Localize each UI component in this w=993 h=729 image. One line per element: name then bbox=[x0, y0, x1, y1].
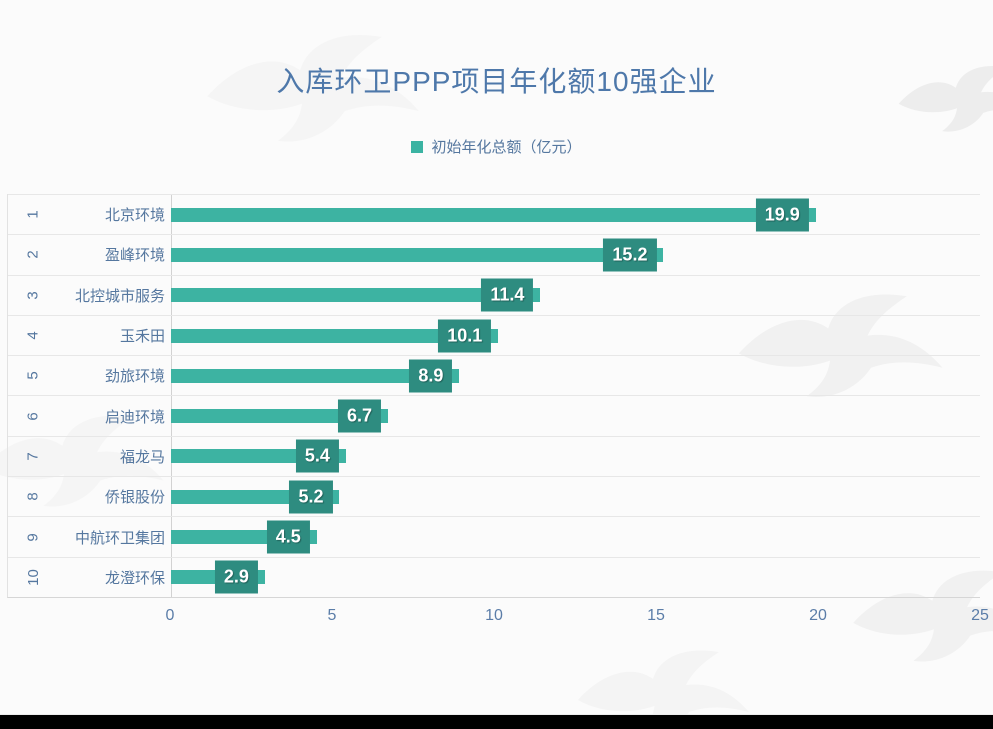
rank-label: 5 bbox=[25, 371, 42, 380]
plot-cell: 11.4 bbox=[171, 276, 981, 315]
chart-row: 1 北京环境 19.9 bbox=[8, 194, 980, 234]
chart-row: 3 北控城市服务 11.4 bbox=[8, 274, 981, 315]
chart-row: 7 福龙马 5.4 bbox=[8, 435, 981, 476]
plot-cell: 5.2 bbox=[171, 477, 981, 516]
category-label: 盈峰环境 bbox=[104, 247, 165, 265]
value-label: 4.5 bbox=[266, 520, 310, 554]
bar bbox=[171, 247, 664, 262]
legend: 初始年化总额（亿元） bbox=[0, 136, 993, 157]
value-label: 11.4 bbox=[481, 278, 534, 312]
plot-cell: 19.9 bbox=[171, 195, 981, 234]
rank-label: 8 bbox=[25, 492, 42, 501]
rank-label: 1 bbox=[25, 210, 42, 219]
category-label: 北控城市服务 bbox=[74, 287, 165, 305]
category-label: 福龙马 bbox=[119, 448, 165, 466]
rank-label: 6 bbox=[25, 411, 42, 421]
plot-cell: 4.5 bbox=[171, 517, 981, 556]
x-tick-label: 10 bbox=[485, 607, 503, 624]
rank-label: 2 bbox=[25, 250, 42, 260]
bottom-black-bar bbox=[0, 714, 993, 729]
chart-row: 8 侨银股份 5.2 bbox=[8, 476, 980, 516]
rank-label: 10 bbox=[25, 568, 42, 586]
chart-row: 6 启迪环境 6.7 bbox=[8, 395, 980, 435]
category-label: 北京环境 bbox=[104, 207, 165, 225]
category-label: 玉禾田 bbox=[119, 328, 165, 346]
x-tick-label: 5 bbox=[327, 607, 337, 624]
chart-row: 2 盈峰环境 15.2 bbox=[8, 234, 980, 274]
chart-row: 9 中航环卫集团 4.5 bbox=[8, 516, 980, 556]
x-tick-label: 15 bbox=[647, 607, 665, 624]
legend-marker-icon bbox=[411, 140, 424, 153]
value-label: 19.9 bbox=[755, 198, 809, 232]
category-label: 启迪环境 bbox=[104, 408, 165, 426]
chart-area: 1 北京环境 19.9 2 盈峰环境 15.2 3 北控城市服务 11.4 4 玉禾田 10.1 5 劲旅… bbox=[7, 194, 980, 598]
plot-cell: 6.7 bbox=[171, 396, 981, 435]
value-label: 8.9 bbox=[409, 359, 453, 393]
bar bbox=[171, 409, 389, 424]
value-label: 6.7 bbox=[338, 399, 382, 433]
plot-cell: 2.9 bbox=[171, 558, 981, 597]
legend-label: 初始年化总额（亿元） bbox=[431, 139, 582, 156]
rank-label: 7 bbox=[25, 452, 42, 461]
value-label: 2.9 bbox=[214, 560, 258, 594]
value-label: 5.2 bbox=[289, 480, 333, 514]
plot-cell: 15.2 bbox=[171, 235, 981, 274]
x-tick-label: 0 bbox=[165, 607, 175, 624]
value-label: 10.1 bbox=[438, 319, 492, 353]
bar bbox=[171, 368, 460, 383]
chart-row: 10 龙澄环保 2.9 bbox=[8, 556, 981, 597]
plot-cell: 8.9 bbox=[171, 356, 981, 395]
value-label: 5.4 bbox=[295, 439, 339, 473]
category-label: 中航环卫集团 bbox=[74, 529, 165, 547]
x-axis: 0 5 10 15 20 25 bbox=[166, 607, 989, 633]
chart-row: 5 劲旅环境 8.9 bbox=[8, 355, 980, 395]
plot-cell: 10.1 bbox=[171, 316, 981, 355]
page-title: 入库环卫PPP项目年化额10强企业 bbox=[276, 66, 717, 97]
x-tick-label: 20 bbox=[809, 607, 827, 624]
bar bbox=[171, 207, 816, 222]
category-label: 侨银股份 bbox=[104, 489, 165, 507]
rank-label: 9 bbox=[25, 532, 42, 542]
category-label: 龙澄环保 bbox=[104, 569, 165, 587]
bar bbox=[171, 288, 541, 303]
chart-row: 4 玉禾田 10.1 bbox=[8, 314, 981, 355]
plot-cell: 5.4 bbox=[171, 437, 981, 476]
rank-label: 4 bbox=[25, 331, 42, 340]
x-tick-label: 25 bbox=[971, 607, 989, 624]
bar bbox=[171, 328, 499, 343]
value-label: 15.2 bbox=[603, 238, 657, 272]
rank-label: 3 bbox=[25, 291, 42, 300]
category-label: 劲旅环境 bbox=[104, 368, 165, 386]
